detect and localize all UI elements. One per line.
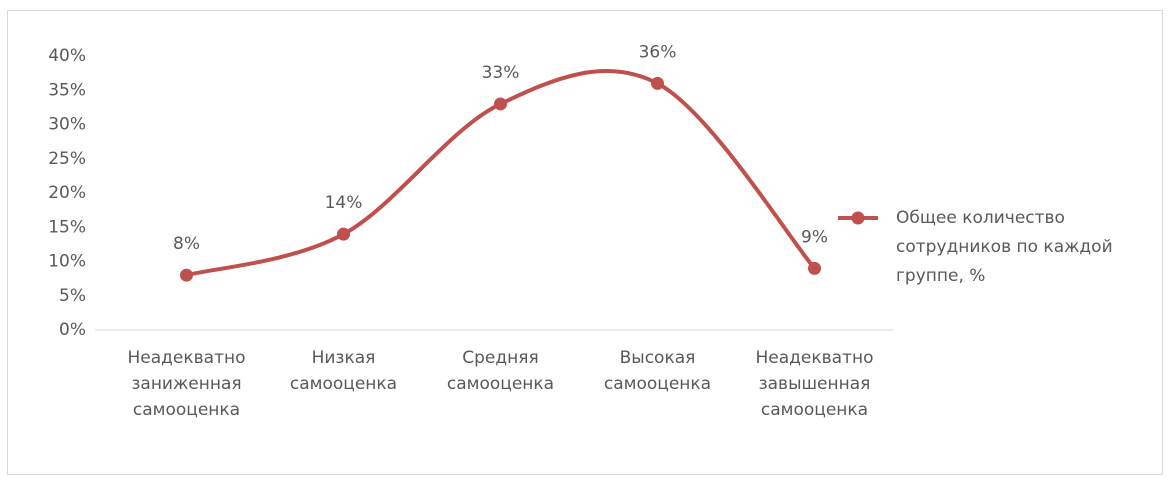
y-tick-label: 30% xyxy=(48,115,86,135)
x-tick-label: Высокая самооценка xyxy=(604,348,711,394)
y-tick-label: 15% xyxy=(48,217,86,237)
y-tick-label: 35% xyxy=(48,80,86,100)
data-point xyxy=(808,261,821,275)
chart-border xyxy=(7,10,1163,475)
y-tick-label: 10% xyxy=(48,252,86,272)
data-point xyxy=(651,76,664,90)
legend-marker xyxy=(851,211,865,225)
x-tick-label: Низкая самооценка xyxy=(290,348,397,394)
x-tick-label: Неадекватно заниженная самооценка xyxy=(128,348,246,420)
x-tick-label: Средняя самооценка xyxy=(447,348,554,394)
data-label: 36% xyxy=(639,42,677,62)
data-label: 14% xyxy=(325,193,363,213)
y-tick-label: 25% xyxy=(48,149,86,169)
data-point xyxy=(337,227,350,241)
x-tick-label: Неадекватно завышенная самооценка xyxy=(756,348,874,420)
legend-label: Общее количество сотрудников по каждой г… xyxy=(896,208,1113,286)
data-point xyxy=(494,97,507,111)
data-label: 9% xyxy=(801,227,828,247)
data-label: 8% xyxy=(173,234,200,254)
y-tick-label: 5% xyxy=(59,286,86,306)
y-tick-label: 40% xyxy=(48,46,86,66)
data-point xyxy=(180,268,193,282)
data-label: 33% xyxy=(482,63,520,83)
y-tick-label: 0% xyxy=(59,320,86,340)
y-tick-label: 20% xyxy=(48,183,86,203)
